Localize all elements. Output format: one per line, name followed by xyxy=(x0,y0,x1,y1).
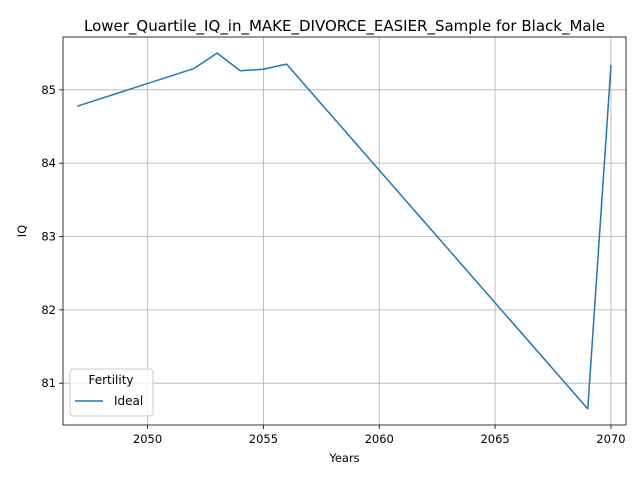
y-tick-label: 83 xyxy=(41,230,56,244)
y-tick-label: 84 xyxy=(41,156,56,170)
x-tick-label: 2055 xyxy=(249,432,278,446)
legend: Fertility Ideal xyxy=(69,368,154,417)
x-axis: 2050 2055 2060 2065 2070 xyxy=(133,425,626,446)
y-tick-label: 81 xyxy=(41,376,56,390)
grid xyxy=(63,37,626,425)
series-line-0 xyxy=(77,52,612,410)
x-tick-label: 2065 xyxy=(480,432,509,446)
x-tick-label: 2070 xyxy=(596,432,625,446)
legend-box xyxy=(69,368,154,417)
x-tick-label: 2050 xyxy=(133,432,162,446)
series-layer xyxy=(77,52,612,410)
plot-frame xyxy=(62,36,627,426)
x-tick-label: 2060 xyxy=(365,432,394,446)
y-tick-label: 85 xyxy=(41,83,56,97)
legend-title: Fertility xyxy=(88,373,133,387)
chart-title: Lower_Quartile_IQ_in_MAKE_DIVORCE_EASIER… xyxy=(84,17,605,36)
x-axis-label: Years xyxy=(328,451,359,465)
y-tick-label: 82 xyxy=(41,303,56,317)
y-axis: 81 82 83 84 85 xyxy=(41,83,63,390)
y-axis-label: IQ xyxy=(15,225,29,237)
legend-label-ideal: Ideal xyxy=(114,394,143,408)
